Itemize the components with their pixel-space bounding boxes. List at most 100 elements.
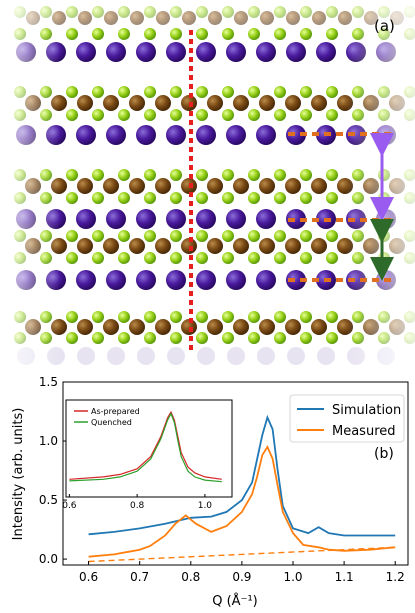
atom [196, 311, 208, 323]
atom [248, 332, 260, 344]
inset-ticks: 0.6 0.8 1.0 [62, 494, 212, 511]
intensity-plot: 0.6 0.7 0.8 0.9 1.0 1.1 1.2 0.0 0.5 1.0 1.5 Q (Å⁻¹… [11, 375, 409, 609]
atom [285, 238, 301, 254]
atom [155, 319, 171, 335]
atom [136, 209, 156, 229]
atom [222, 192, 234, 204]
atom [248, 6, 260, 18]
y-tick-label: 0.0 [39, 552, 58, 566]
atom [144, 192, 156, 204]
atom [326, 169, 338, 181]
inset-series-line-as-prepared [69, 410, 222, 480]
atom [300, 192, 312, 204]
atom [77, 95, 93, 111]
atom [92, 6, 104, 18]
atom [285, 95, 301, 111]
atom [118, 28, 130, 40]
atom [248, 192, 260, 204]
atom [207, 178, 223, 194]
inset-legend-label-quenched: Quenched [91, 418, 132, 427]
atom [300, 311, 312, 323]
x-tick-label: 0.7 [130, 570, 149, 584]
inset-x-tick-label: 0.6 [62, 501, 77, 511]
atom [326, 28, 338, 40]
atom [196, 125, 216, 145]
inset-plot: 0.6 0.8 1.0 As-prepared Quenched [62, 399, 233, 511]
atom [234, 11, 248, 25]
atom [222, 109, 234, 121]
atom [197, 347, 215, 365]
atom [166, 209, 186, 229]
atom [170, 169, 182, 181]
atom [76, 125, 96, 145]
atom [226, 270, 246, 290]
atom [103, 178, 119, 194]
x-tick-label: 0.9 [232, 570, 251, 584]
atom [77, 319, 93, 335]
atom [78, 11, 92, 25]
atom [118, 192, 130, 204]
atom [106, 209, 126, 229]
atom [248, 311, 260, 323]
atom [248, 28, 260, 40]
atom [274, 311, 286, 323]
atom [233, 319, 249, 335]
atom [196, 169, 208, 181]
atom [66, 169, 78, 181]
atom [286, 270, 306, 290]
atom [312, 11, 326, 25]
atom [256, 270, 276, 290]
x-tick-label: 0.8 [181, 570, 200, 584]
atom [144, 230, 156, 242]
atom [144, 252, 156, 264]
atom [300, 230, 312, 242]
atom [256, 42, 276, 62]
main-legend: Simulation Measured [289, 394, 405, 443]
atom [170, 86, 182, 98]
atom [118, 311, 130, 323]
atom [274, 86, 286, 98]
atom [66, 192, 78, 204]
inset-frame [65, 399, 233, 498]
y-tick-label: 1.0 [39, 434, 58, 448]
atom [196, 209, 216, 229]
atom [326, 230, 338, 242]
atom [222, 6, 234, 18]
inset-legend-label-as-prepared: As-prepared [91, 407, 140, 416]
atom [144, 6, 156, 18]
atom [118, 6, 130, 18]
atom [170, 28, 182, 40]
atom [233, 95, 249, 111]
atom [300, 6, 312, 18]
atom [66, 332, 78, 344]
inset-series [69, 410, 222, 483]
atom [248, 252, 260, 264]
atom [287, 347, 305, 365]
atom [66, 109, 78, 121]
atom [274, 28, 286, 40]
atom [196, 192, 208, 204]
atom [166, 125, 186, 145]
atom [77, 178, 93, 194]
atom [92, 252, 104, 264]
atom [118, 332, 130, 344]
atom [196, 270, 216, 290]
atom [170, 109, 182, 121]
atom [170, 192, 182, 204]
atom [66, 252, 78, 264]
y-tick-label: 1.5 [39, 375, 58, 389]
atom [286, 11, 300, 25]
atom [167, 347, 185, 365]
atom [326, 192, 338, 204]
atom [144, 332, 156, 344]
atom [208, 11, 222, 25]
atom [118, 109, 130, 121]
atom [66, 311, 78, 323]
atom [326, 109, 338, 121]
atom [286, 125, 306, 145]
atom [248, 169, 260, 181]
atom [196, 42, 216, 62]
atom [274, 252, 286, 264]
atom [311, 95, 327, 111]
atom [144, 109, 156, 121]
